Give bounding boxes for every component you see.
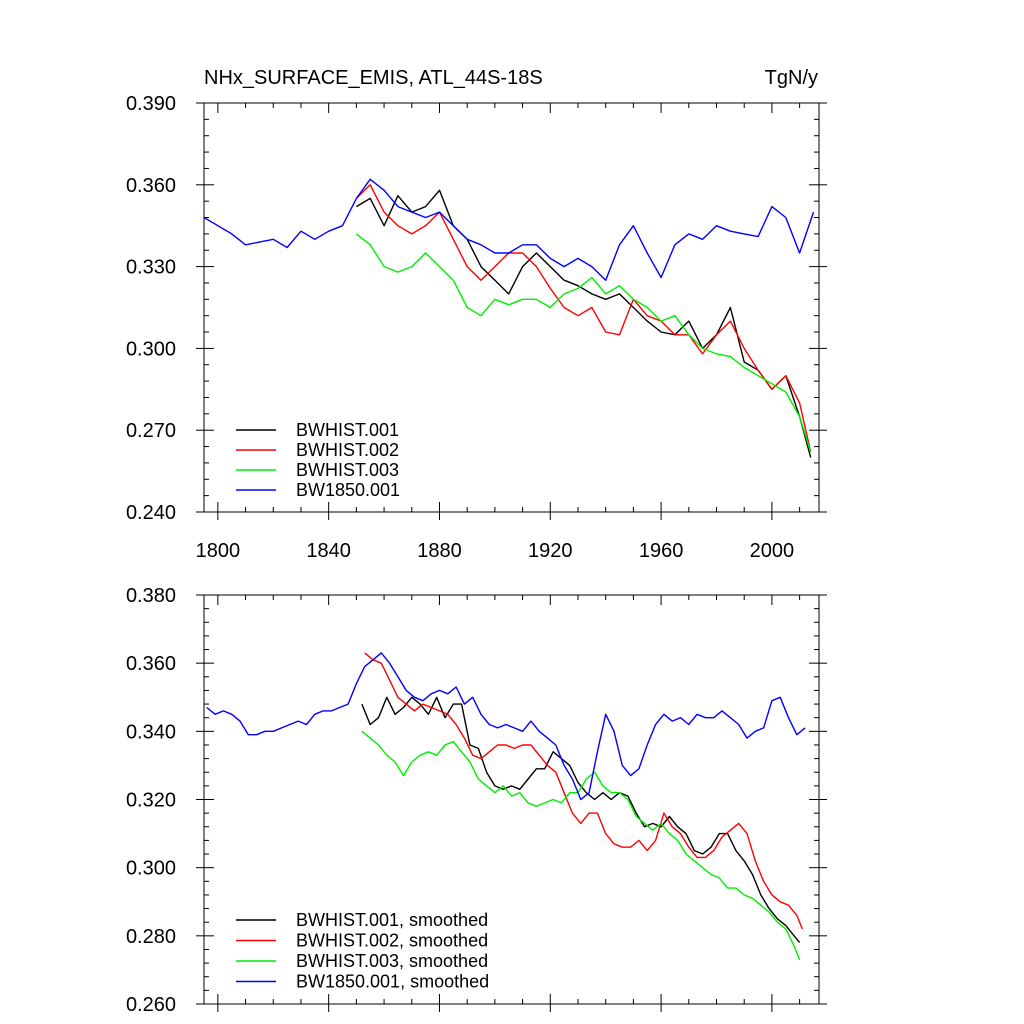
bottom-y-tick-label: 0.340 [126, 721, 176, 743]
top-series-line [203, 178, 815, 281]
bottom-y-tick-label: 0.360 [126, 653, 176, 675]
top-panel-units: TgN/y [765, 67, 818, 89]
bottom-legend-label: BWHIST.002, smoothed [296, 931, 488, 951]
top-series-line [355, 184, 812, 453]
top-y-tick-label: 0.300 [126, 338, 176, 360]
top-y-tick-label: 0.390 [126, 93, 176, 115]
bottom-panel-series [206, 652, 806, 960]
bottom-series-line [361, 730, 801, 960]
top-y-tick-label: 0.330 [126, 257, 176, 279]
bottom-series-line [206, 652, 806, 801]
top-y-tick-label: 0.240 [126, 502, 176, 524]
bottom-series-line [364, 652, 804, 930]
top-y-tick-label: 0.270 [126, 420, 176, 442]
bottom-y-tick-label: 0.320 [126, 790, 176, 812]
bottom-legend-label: BWHIST.003, smoothed [296, 951, 488, 971]
top-x-tick-label: 1840 [306, 540, 351, 562]
bottom-series-line [361, 696, 801, 944]
bottom-y-tick-label: 0.300 [126, 858, 176, 880]
top-legend-label: BWHIST.001 [296, 420, 399, 440]
top-panel-series [203, 178, 815, 458]
top-legend-label: BW1850.001 [296, 480, 400, 500]
top-panel: NHx_SURFACE_EMIS, ATL_44S-18S TgN/y 1800… [126, 67, 827, 562]
bottom-legend-label: BW1850.001, smoothed [296, 972, 489, 992]
top-series-line [355, 233, 812, 453]
top-legend-label: BWHIST.003 [296, 460, 399, 480]
bottom-y-tick-label: 0.380 [126, 585, 176, 607]
top-panel-title: NHx_SURFACE_EMIS, ATL_44S-18S [204, 67, 543, 89]
top-y-tick-label: 0.360 [126, 175, 176, 197]
top-legend-label: BWHIST.002 [296, 440, 399, 460]
top-x-tick-label: 2000 [750, 540, 795, 562]
top-x-tick-label: 1880 [417, 540, 462, 562]
top-x-tick-label: 1800 [196, 540, 241, 562]
top-x-tick-label: 1920 [528, 540, 573, 562]
bottom-panel-axes: 0.260 0.280 0.300 0.320 0.340 0.360 0.380 [126, 585, 827, 1016]
top-panel-axes: 1800 1840 1880 1920 1960 2000 0.240 0.270 0.300 0… [126, 93, 827, 562]
top-panel-frame [203, 102, 820, 513]
bottom-panel: 0.260 0.280 0.300 0.320 0.340 0.360 0.380 BWHI… [126, 585, 827, 1016]
bottom-legend-label: BWHIST.001, smoothed [296, 910, 488, 930]
top-x-tick-label: 1960 [639, 540, 684, 562]
top-series-line [356, 189, 812, 458]
bottom-y-tick-label: 0.280 [126, 926, 176, 948]
bottom-y-tick-label: 0.260 [126, 994, 176, 1016]
bottom-panel-frame [203, 594, 820, 1005]
